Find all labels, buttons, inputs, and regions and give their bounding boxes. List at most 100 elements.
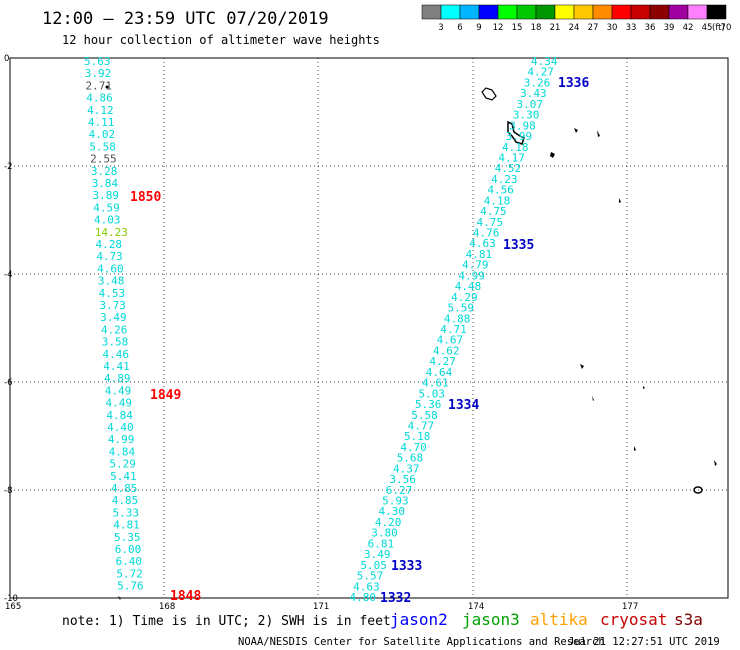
island-outline	[481, 87, 497, 101]
wave-height-value: 4.41	[103, 360, 130, 373]
island-outline	[643, 386, 645, 389]
wave-height-value: 4.23	[491, 173, 518, 186]
satellite-legend-s3a: s3a	[674, 610, 703, 629]
pass-number-label: 1850	[130, 190, 161, 205]
wave-height-value: 6.00	[115, 543, 142, 556]
wave-height-value: 4.81	[113, 519, 140, 532]
colorbar-swatch	[421, 4, 442, 20]
wave-height-value: 4.27	[527, 66, 554, 79]
island-outline	[693, 486, 703, 494]
wave-height-value: 4.53	[99, 287, 126, 300]
colorbar-label: 24	[569, 23, 580, 33]
colorbar-swatch	[535, 4, 556, 20]
wave-height-value: 4.18	[502, 141, 528, 154]
pass-number-label: 1848	[170, 589, 201, 604]
colorbar-swatch	[440, 4, 461, 20]
wave-height-value: 2.55	[90, 153, 117, 166]
wave-height-value: 5.33	[112, 506, 138, 519]
wave-height-value: 4.29	[451, 291, 478, 304]
colorbar-unit: (ft)	[712, 23, 725, 33]
island-outline	[118, 596, 121, 600]
satellite-legend-cryosat: cryosat	[600, 610, 667, 629]
pass-labels: 1850 1849 1848 1336 1335 1334 1333 1332	[130, 76, 589, 606]
colorbar-swatch	[687, 4, 708, 20]
wave-height-value: 4.73	[96, 250, 123, 263]
wave-height-value: 4.49	[106, 397, 133, 410]
wave-height-value: 4.63	[353, 580, 380, 593]
colorbar-swatch	[516, 4, 537, 20]
wave-height-value: 14.23	[95, 226, 128, 239]
lon-tick-label: 165	[5, 602, 21, 612]
wave-height-value: 5.29	[109, 458, 136, 471]
wave-height-value: 3.99	[506, 130, 532, 143]
wave-height-value: 5.59	[448, 302, 475, 315]
colorbar-label: 12	[493, 23, 504, 33]
wave-height-value: 5.93	[382, 495, 409, 508]
wave-height-value: 5.41	[110, 470, 136, 483]
colorbar-label: 36	[645, 23, 656, 33]
wave-height-value: 4.11	[88, 116, 115, 129]
satellite-legend-jason2: jason2	[390, 610, 448, 629]
wave-height-value: 4.46	[102, 348, 129, 361]
lat-tick-label: 0	[4, 54, 9, 64]
wave-height-value: 5.35	[114, 531, 141, 544]
colorbar-label: 30	[607, 23, 618, 33]
wave-height-value: 4.75	[477, 216, 504, 229]
wave-height-value: 5.57	[357, 570, 384, 583]
wave-height-value: 4.61	[422, 377, 449, 390]
wave-height-value: 4.71	[440, 323, 467, 336]
colorbar-label: 39	[664, 23, 675, 33]
wave-height-value: 4.81	[466, 248, 493, 261]
wave-height-value: 4.60	[97, 262, 124, 275]
wave-height-value: 5.58	[89, 140, 116, 153]
wave-height-value: 4.40	[107, 421, 134, 434]
island-coastlines	[105, 85, 717, 600]
lon-tick-label: 174	[468, 602, 484, 612]
colorbar-swatch	[668, 4, 689, 20]
pass-number-label: 1333	[391, 559, 422, 574]
wave-height-value: 4.77	[408, 419, 435, 432]
wave-height-value: 3.56	[389, 473, 416, 486]
wave-height-value: 3.49	[364, 548, 391, 561]
wave-height-value: 2.71	[86, 79, 113, 92]
wave-height-value: 4.52	[495, 162, 522, 175]
wave-height-tracks: 5.633.922.714.864.124.114.025.582.553.28…	[84, 55, 558, 604]
satellite-legend: jason2 jason3 altika cryosat s3a	[390, 610, 703, 629]
pass-number-label: 1332	[380, 591, 411, 606]
colorbar-swatch	[592, 4, 613, 20]
colorbar-swatch	[706, 4, 727, 20]
wave-height-value: 3.28	[91, 165, 118, 178]
colorbar-label: 21	[550, 23, 561, 33]
island-outline	[597, 130, 600, 137]
island-outline	[619, 198, 621, 203]
wave-height-value: 4.64	[426, 366, 453, 379]
colorbar-label: 6	[457, 23, 462, 33]
colorbar-label: 3	[438, 23, 443, 33]
lat-tick-label: -10	[4, 594, 18, 604]
wave-height-value: 4.27	[429, 355, 456, 368]
wave-height-value: 4.84	[106, 409, 133, 422]
latitude-ticks: 0 -2 -4 -6 -8 -10	[4, 54, 18, 604]
wave-height-value: 3.84	[92, 177, 119, 190]
wave-height-value: 3.80	[371, 527, 398, 540]
wave-height-value: 3.30	[513, 109, 540, 122]
wave-height-value: 4.88	[444, 312, 471, 325]
wave-height-value: 3.92	[85, 67, 112, 80]
lon-tick-label: 177	[622, 602, 638, 612]
lat-tick-label: -4	[4, 270, 12, 280]
pass-number-label: 1334	[448, 398, 479, 413]
wave-height-value: 4.17	[498, 151, 524, 164]
wave-height-value: 4.02	[89, 128, 116, 141]
lon-tick-label: 171	[313, 602, 329, 612]
colorbar-legend: 3 6 9 12 15 18 21 24 27 30 33 36 39 42 45 70	[421, 4, 731, 33]
lat-tick-label: -8	[4, 486, 12, 496]
wave-height-value: 3.43	[520, 87, 547, 100]
wave-height-value: 4.26	[101, 323, 128, 336]
island-outline	[105, 85, 109, 89]
island-outline	[580, 364, 584, 369]
pass-number-label: 1335	[503, 238, 534, 253]
wave-height-value: 4.59	[93, 201, 120, 214]
wave-height-value: 3.58	[102, 336, 128, 349]
satellite-legend-jason3: jason3	[462, 610, 520, 629]
map-title: 12:00 — 23:59 UTC 07/20/2019	[42, 9, 329, 29]
